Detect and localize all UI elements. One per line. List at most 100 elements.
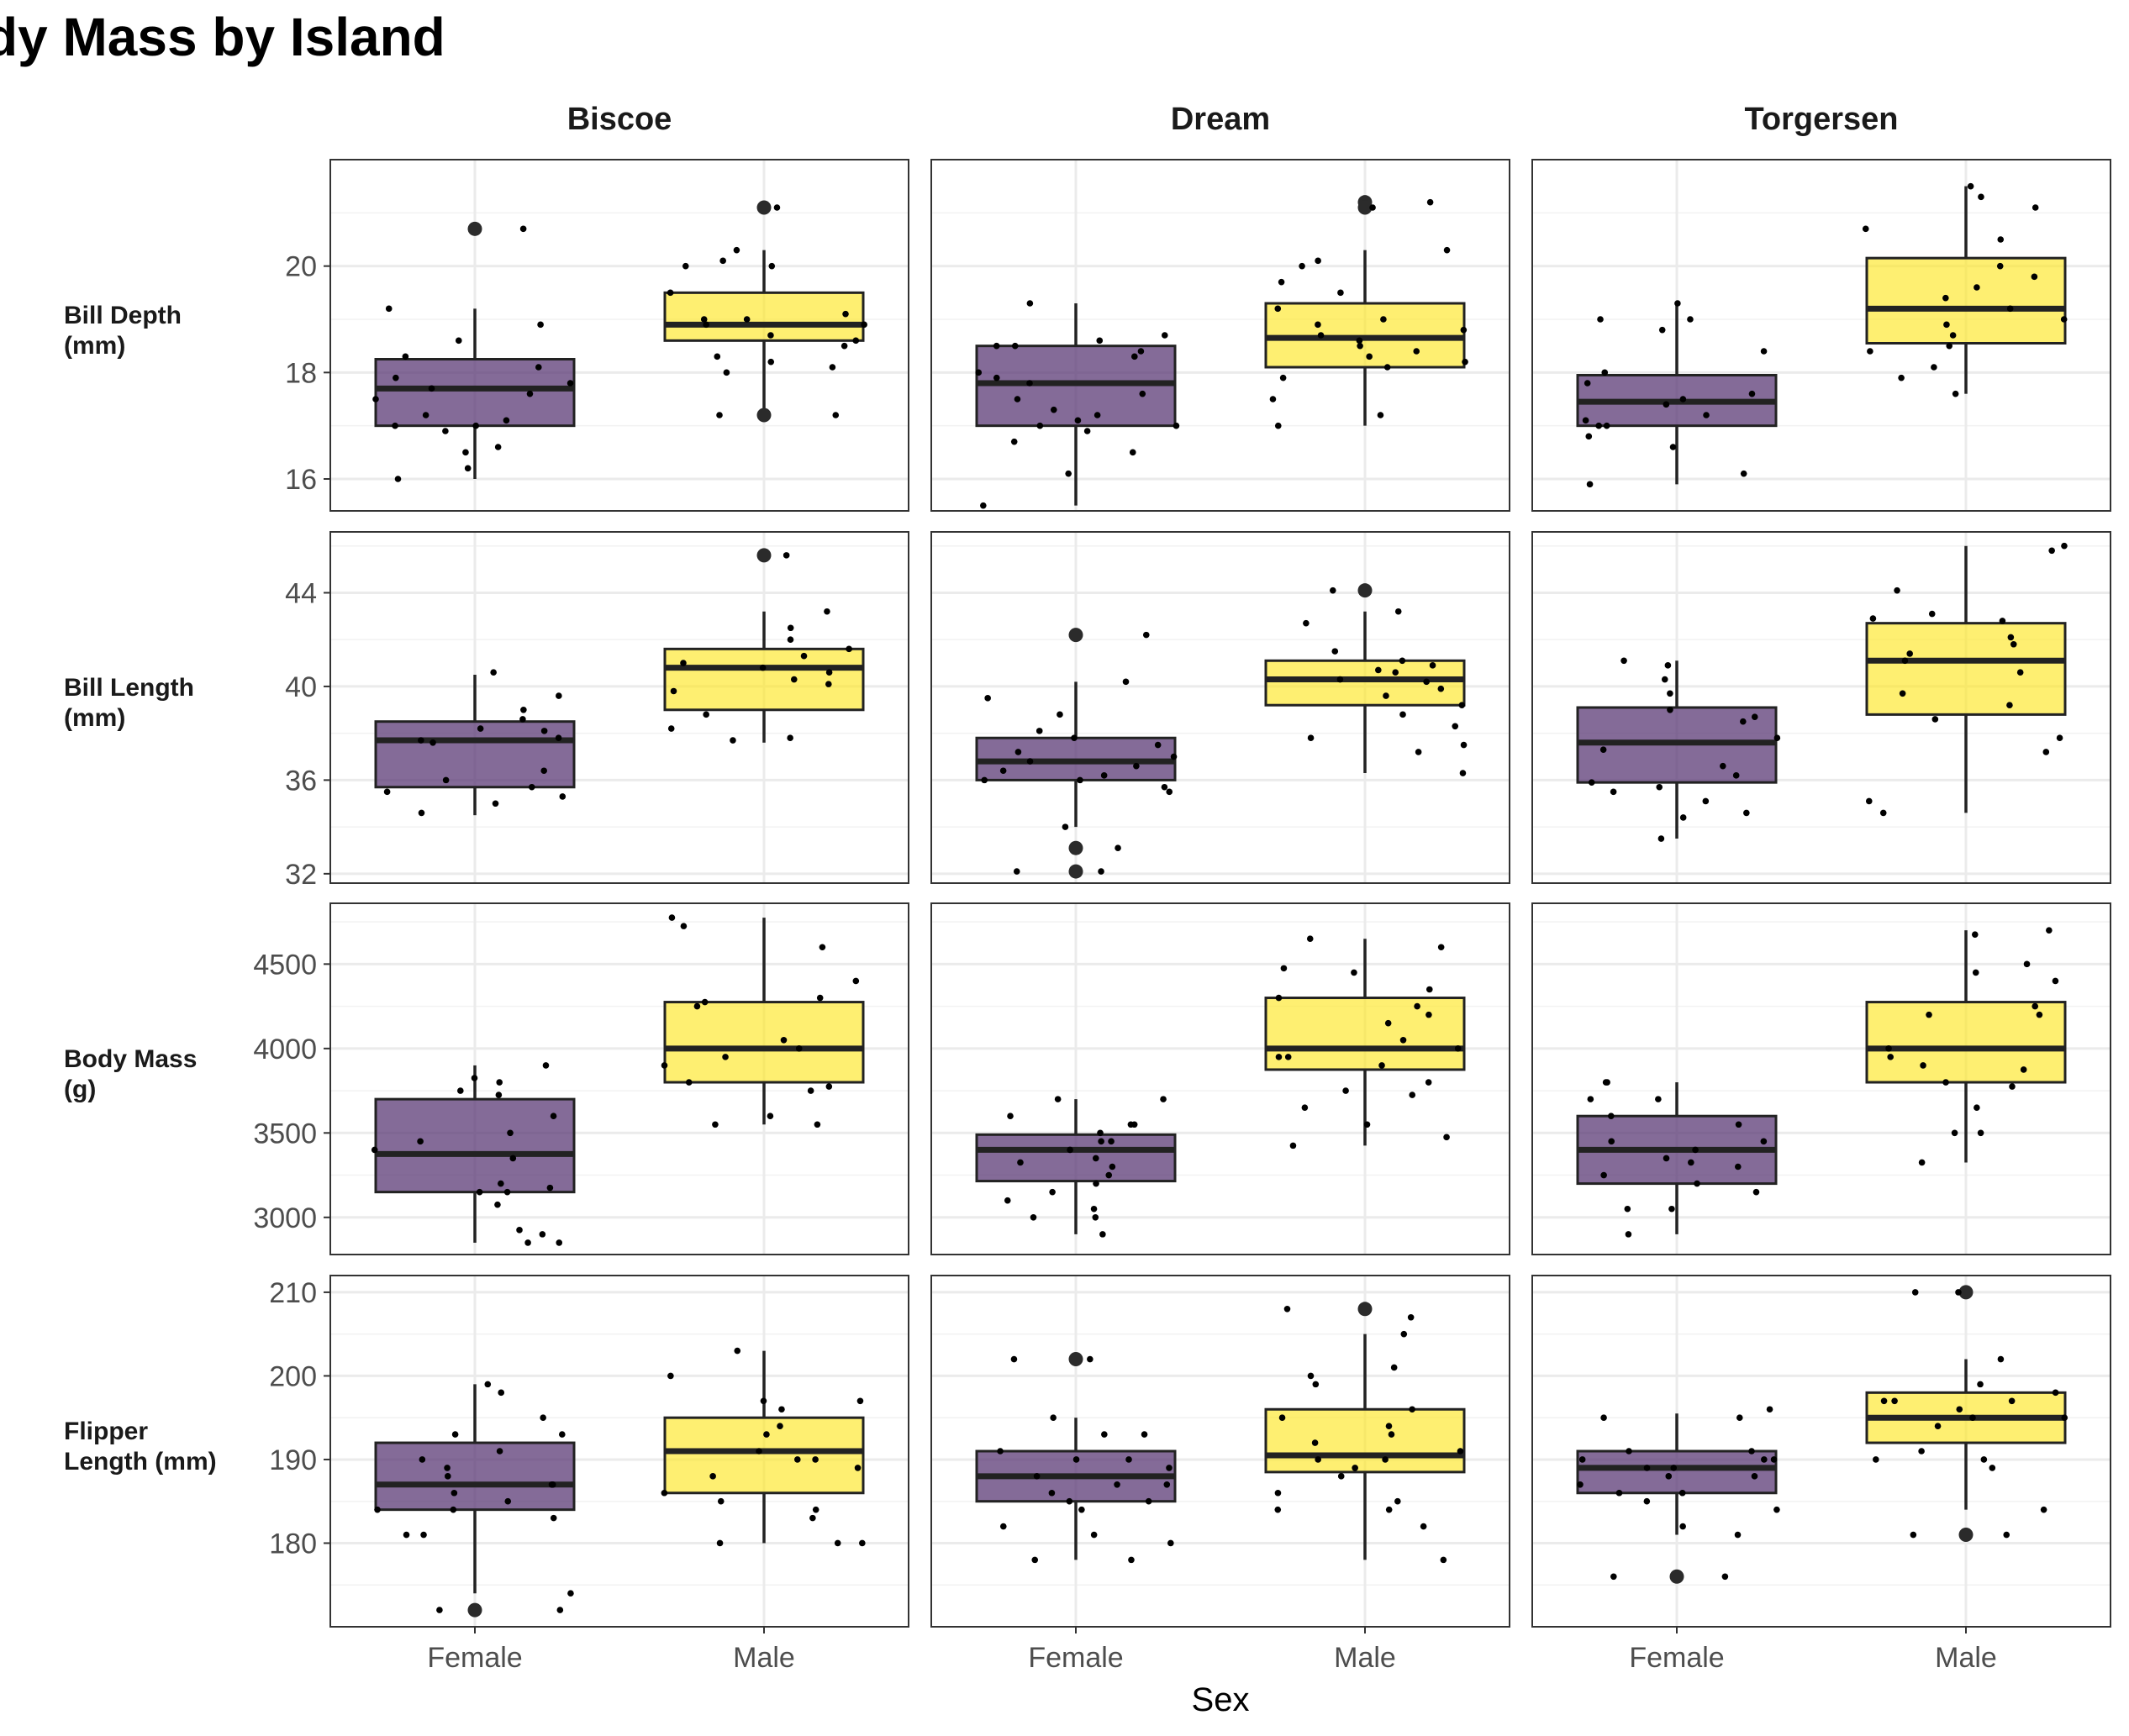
data-point <box>1170 753 1178 760</box>
data-point <box>509 1155 517 1162</box>
data-point <box>1017 1159 1024 1166</box>
box-female <box>371 1062 576 1246</box>
data-point <box>1315 321 1321 329</box>
data-point <box>852 337 860 345</box>
data-point <box>1139 390 1146 397</box>
data-point <box>372 396 379 402</box>
data-point <box>1385 1506 1393 1513</box>
data-point <box>703 321 709 329</box>
data-point <box>1615 1489 1623 1497</box>
data-point <box>1694 1180 1700 1187</box>
data-point <box>777 1423 783 1429</box>
data-point <box>816 994 824 1002</box>
data-point <box>1740 718 1747 725</box>
data-point <box>1942 294 1949 302</box>
row-label: Bill Depth (mm) <box>64 302 182 360</box>
y-tick-label: 210 <box>269 1277 317 1309</box>
data-point <box>825 1083 833 1090</box>
data-point <box>1657 835 1665 842</box>
outlier-point <box>1958 1528 1974 1543</box>
data-point <box>733 246 740 254</box>
data-point <box>548 1481 556 1488</box>
data-point <box>778 1406 785 1413</box>
data-point <box>1036 422 1044 429</box>
data-point <box>1989 1465 1996 1471</box>
data-point <box>492 800 499 808</box>
outlier-point <box>1068 628 1083 643</box>
data-point <box>1337 1473 1345 1480</box>
data-point <box>1383 692 1389 699</box>
data-point <box>767 358 775 366</box>
data-point <box>1751 1473 1758 1480</box>
y-tick-label: 4500 <box>253 949 317 981</box>
data-point <box>1031 1556 1039 1564</box>
data-point <box>1608 1138 1615 1145</box>
data-point <box>2052 1389 2059 1397</box>
data-point <box>1057 711 1063 718</box>
data-point <box>1036 728 1043 734</box>
data-point <box>842 310 849 318</box>
data-point <box>2020 1066 2027 1073</box>
data-point <box>417 1138 424 1145</box>
data-point <box>555 734 562 742</box>
data-point <box>1911 1289 1919 1296</box>
data-point <box>1366 353 1373 360</box>
data-point <box>1078 1506 1085 1513</box>
data-point <box>462 449 469 456</box>
data-point <box>1624 1205 1631 1213</box>
data-point <box>1980 1456 1988 1463</box>
box-female <box>975 1352 1177 1564</box>
data-point <box>759 664 767 671</box>
box-iqr <box>1264 1407 1466 1474</box>
data-point <box>371 1146 378 1154</box>
box-male <box>1865 542 2068 817</box>
data-point <box>519 225 527 233</box>
data-point <box>1437 944 1445 951</box>
data-point <box>1426 198 1434 206</box>
data-point <box>1074 417 1082 424</box>
data-point <box>2016 669 2024 676</box>
data-point <box>1867 348 1873 355</box>
data-point <box>1109 1163 1116 1170</box>
data-point <box>667 289 674 297</box>
data-point <box>1949 332 1957 339</box>
data-point <box>1077 776 1083 784</box>
data-point <box>722 1054 729 1060</box>
data-point <box>2060 316 2068 323</box>
data-point <box>1129 449 1136 456</box>
data-point <box>807 1087 814 1094</box>
data-point <box>1974 284 1980 291</box>
data-point <box>1740 470 1747 477</box>
data-point <box>975 369 983 376</box>
data-point <box>1934 1423 1942 1429</box>
data-point <box>1734 1163 1742 1170</box>
outlier-point <box>756 200 772 215</box>
data-point <box>825 669 833 676</box>
data-point <box>2008 1397 2016 1405</box>
data-point <box>1092 1213 1099 1221</box>
box-female <box>975 300 1180 509</box>
data-point <box>451 1489 458 1497</box>
data-point <box>1352 1465 1358 1471</box>
data-point <box>1679 814 1687 821</box>
data-point <box>1378 1062 1385 1069</box>
outlier-point <box>1357 1302 1373 1317</box>
box-female <box>975 1096 1177 1238</box>
y-tick-label: 3500 <box>253 1118 317 1149</box>
data-point <box>1303 619 1310 627</box>
data-point <box>1620 657 1627 665</box>
data-point <box>444 1465 451 1471</box>
data-point <box>567 380 574 387</box>
data-point <box>507 1129 514 1137</box>
data-point <box>1665 1473 1673 1480</box>
data-point <box>841 342 848 350</box>
data-point <box>1062 823 1069 830</box>
data-point <box>1577 1481 1584 1488</box>
y-tick-label: 3000 <box>253 1202 317 1234</box>
box-iqr <box>1264 997 1466 1071</box>
panel-biscoe <box>329 531 909 884</box>
data-point <box>457 1087 464 1094</box>
data-point <box>496 1079 503 1086</box>
row-label-line: Flipper <box>64 1418 148 1445</box>
